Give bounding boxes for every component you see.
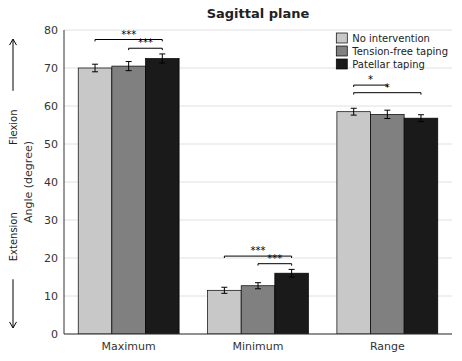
error-cap bbox=[384, 110, 390, 111]
error-bar bbox=[289, 269, 295, 277]
significance-bar bbox=[258, 264, 292, 266]
error-cap bbox=[221, 287, 227, 288]
y-tick-label: 30 bbox=[44, 214, 58, 227]
significance-label: * bbox=[385, 82, 390, 93]
error-cap bbox=[418, 121, 424, 122]
error-bar bbox=[221, 287, 227, 293]
bar bbox=[337, 112, 371, 334]
error-cap bbox=[351, 115, 357, 116]
bars bbox=[78, 54, 438, 334]
error-cap bbox=[126, 61, 132, 62]
error-bar bbox=[126, 62, 132, 71]
significance-label: *** bbox=[251, 245, 266, 256]
error-line bbox=[353, 108, 354, 115]
legend: No intervention Tension-free taping Patell… bbox=[336, 33, 448, 70]
legend-label: No intervention bbox=[352, 33, 430, 44]
x-tick-label: Range bbox=[370, 340, 405, 353]
error-bar bbox=[384, 110, 390, 118]
chart: 0 10 20 30 40 50 60 70 80 Maximum Minimum Range Sagi… bbox=[0, 0, 462, 361]
legend-swatch bbox=[336, 59, 347, 69]
x-tick-label: Maximum bbox=[102, 340, 156, 353]
error-line bbox=[258, 283, 259, 289]
x-axis bbox=[64, 334, 452, 335]
significance-bar bbox=[129, 48, 163, 50]
y-axis bbox=[64, 30, 65, 334]
error-cap bbox=[159, 53, 165, 54]
bar bbox=[404, 118, 438, 334]
bar bbox=[275, 273, 309, 334]
y-tick-label: 50 bbox=[44, 138, 58, 151]
y-tick-label: 70 bbox=[44, 62, 58, 75]
bar bbox=[112, 66, 146, 334]
error-line bbox=[162, 54, 163, 63]
bar bbox=[241, 286, 275, 334]
legend-label: Tension-free taping bbox=[351, 46, 448, 57]
error-line bbox=[420, 115, 421, 122]
annotation: Flexion bbox=[8, 109, 19, 145]
error-bar bbox=[255, 283, 261, 289]
annotation: Extension bbox=[8, 212, 19, 261]
error-cap bbox=[289, 277, 295, 278]
legend-swatch bbox=[336, 46, 347, 56]
error-cap bbox=[221, 293, 227, 294]
y-axis-label: Angle (degree) bbox=[22, 141, 35, 223]
error-line bbox=[291, 269, 292, 277]
significance-label: *** bbox=[121, 29, 136, 40]
arrow-down bbox=[10, 279, 17, 328]
y-tick-label: 0 bbox=[51, 328, 58, 341]
x-tick-label: Minimum bbox=[233, 340, 284, 353]
error-line bbox=[128, 62, 129, 71]
error-cap bbox=[418, 114, 424, 115]
error-bar bbox=[159, 54, 165, 63]
bar bbox=[208, 290, 242, 334]
error-bar bbox=[418, 115, 424, 122]
grid-line bbox=[64, 334, 452, 335]
significance-label: * bbox=[368, 74, 373, 85]
bar bbox=[145, 59, 179, 335]
legend-label: Patellar taping bbox=[352, 59, 425, 70]
bar bbox=[371, 114, 405, 334]
error-cap bbox=[92, 64, 98, 65]
legend-swatch bbox=[336, 33, 347, 43]
error-line bbox=[224, 287, 225, 293]
error-cap bbox=[384, 118, 390, 119]
significance-label: *** bbox=[267, 253, 282, 264]
significance-bar bbox=[354, 85, 388, 87]
error-cap bbox=[159, 63, 165, 64]
bar bbox=[78, 68, 112, 334]
significance-bar bbox=[354, 93, 421, 95]
significance-label: *** bbox=[138, 37, 153, 48]
y-tick-label: 10 bbox=[44, 290, 58, 303]
y-tick-label: 60 bbox=[44, 100, 58, 113]
error-cap bbox=[255, 282, 261, 283]
title: Sagittal plane bbox=[207, 6, 310, 21]
y-tick-label: 80 bbox=[44, 24, 58, 37]
y-tick-label: 40 bbox=[44, 176, 58, 189]
error-cap bbox=[255, 288, 261, 289]
error-bar bbox=[351, 108, 357, 115]
error-cap bbox=[289, 269, 295, 270]
error-cap bbox=[351, 108, 357, 109]
grid bbox=[64, 30, 452, 334]
y-tick-label: 20 bbox=[44, 252, 58, 265]
error-cap bbox=[126, 70, 132, 71]
arrow-up bbox=[10, 39, 17, 91]
error-line bbox=[95, 64, 96, 72]
error-cap bbox=[92, 71, 98, 72]
error-bar bbox=[92, 64, 98, 72]
error-line bbox=[387, 110, 388, 118]
